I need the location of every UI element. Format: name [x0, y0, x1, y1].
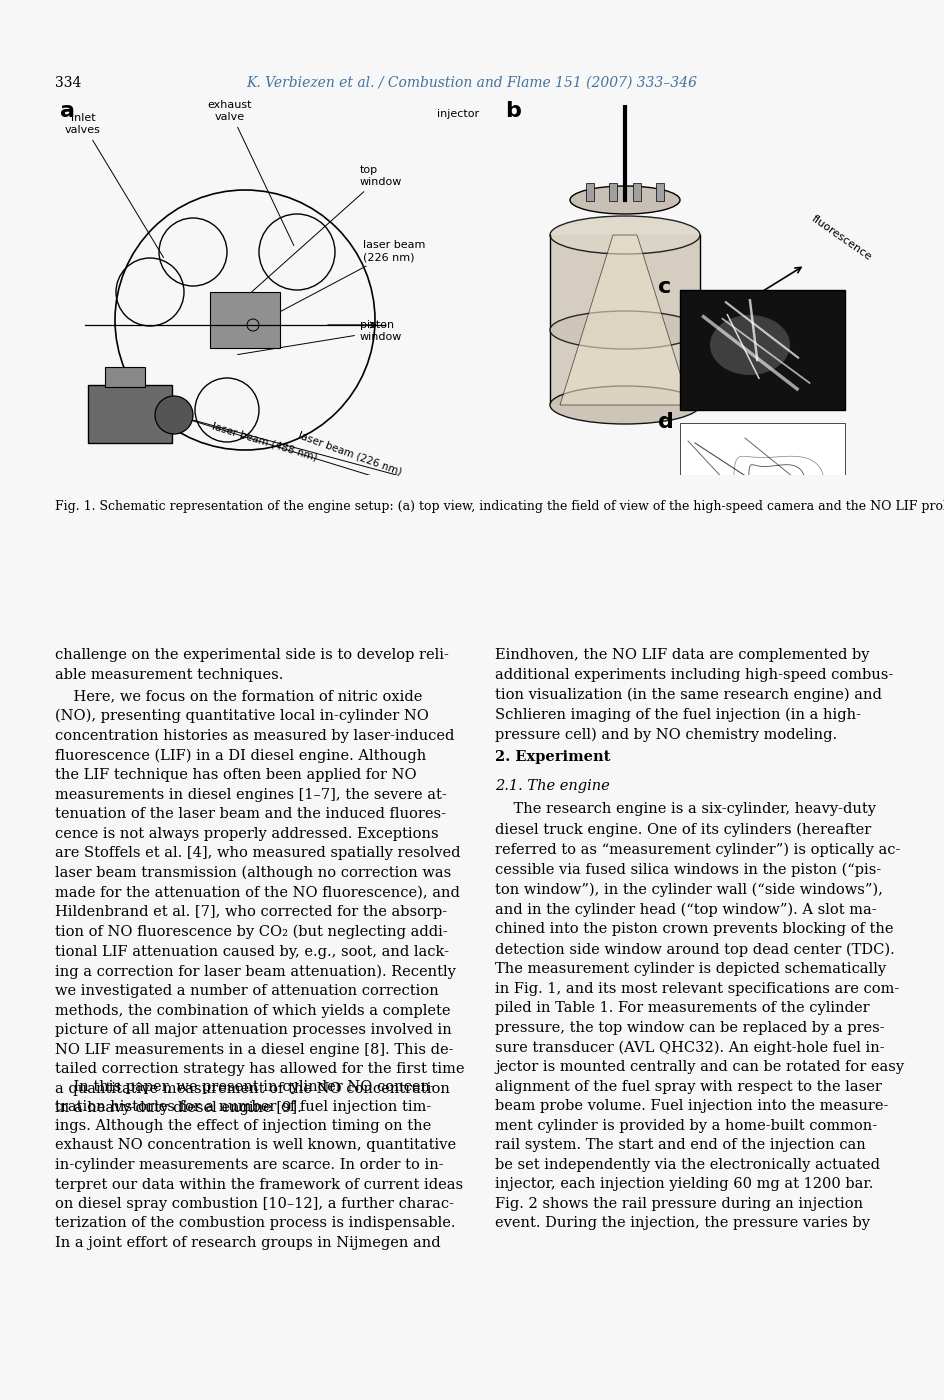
Bar [105, 367, 144, 386]
Ellipse shape [549, 311, 700, 349]
Text: challenge on the experimental side is to develop reli-
able measurement techniqu: challenge on the experimental side is to… [55, 648, 448, 682]
Text: injector: injector [436, 109, 479, 119]
Ellipse shape [549, 216, 700, 253]
Text: fluorescence: fluorescence [809, 213, 873, 262]
Bar [632, 183, 640, 202]
Circle shape [155, 396, 193, 434]
Text: 2. Experiment: 2. Experiment [495, 749, 610, 763]
Text: a: a [59, 101, 75, 120]
Text: In this paper, we present in-cylinder NO concen-
tration histories for a number : In this paper, we present in-cylinder NO… [55, 1079, 463, 1250]
Bar [680, 423, 844, 538]
Bar [549, 235, 700, 405]
Text: inlet
valves: inlet valves [65, 113, 163, 258]
Text: Eindhoven, the NO LIF data are complemented by
additional experiments including : Eindhoven, the NO LIF data are complemen… [495, 648, 892, 742]
Text: top
window: top window [239, 165, 402, 304]
Text: exhaust
valve: exhaust valve [208, 101, 294, 245]
Ellipse shape [549, 386, 700, 424]
Bar [608, 183, 616, 202]
Ellipse shape [709, 315, 789, 375]
Text: 2.1. The engine: 2.1. The engine [495, 778, 609, 792]
Text: b: b [504, 101, 520, 120]
Text: Fig. 1. Schematic representation of the engine setup: (a) top view, indicating t: Fig. 1. Schematic representation of the … [55, 500, 944, 512]
Polygon shape [560, 235, 689, 405]
Bar [210, 293, 279, 349]
Circle shape [801, 510, 813, 521]
Text: 334: 334 [55, 76, 81, 90]
Text: c: c [657, 277, 670, 297]
Text: high-speed
camera: high-speed camera [89, 406, 155, 428]
Text: piston
window: piston window [238, 321, 402, 354]
Text: The research engine is a six-cylinder, heavy-duty
diesel truck engine. One of it: The research engine is a six-cylinder, h… [495, 802, 903, 1231]
Bar [585, 183, 594, 202]
Text: Here, we focus on the formation of nitric oxide
(NO), presenting quantitative lo: Here, we focus on the formation of nitri… [55, 689, 464, 1116]
Text: d: d [657, 412, 673, 433]
Text: laser beam
(226 nm): laser beam (226 nm) [257, 241, 425, 323]
Text: laser beam (226 nm): laser beam (226 nm) [296, 430, 403, 477]
Text: laser beam (488 nm): laser beam (488 nm) [211, 420, 318, 462]
Ellipse shape [569, 186, 680, 214]
Bar [88, 385, 172, 442]
Bar [655, 183, 664, 202]
Bar [680, 290, 844, 410]
Text: K. Verbiezen et al. / Combustion and Flame 151 (2007) 333–346: K. Verbiezen et al. / Combustion and Fla… [246, 76, 697, 90]
